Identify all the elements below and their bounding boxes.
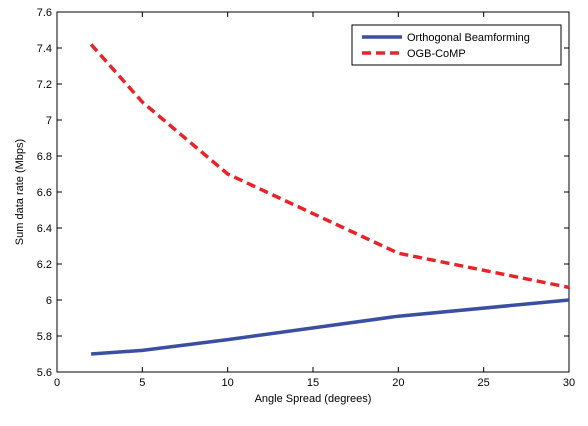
x-axis-label: Angle Spread (degrees): [255, 393, 372, 405]
legend-label-orthogonal-beamforming: Orthogonal Beamforming: [407, 32, 530, 44]
y-tick-label: 7.6: [37, 7, 52, 19]
series-line-1: [89, 43, 570, 290]
y-tick-label: 7.2: [37, 79, 52, 91]
y-axis-ticks: 5.6 5.8 6 6.2 6.4 6.6 6.8 7 7.2 7.4 7.6: [37, 7, 569, 379]
series-layer: [89, 43, 570, 356]
series-line-0: [90, 298, 570, 356]
plot-frame: [56, 11, 570, 373]
x-tick-label: 0: [54, 377, 60, 389]
y-tick-label: 6.4: [37, 223, 52, 235]
y-tick-label: 6.8: [37, 151, 52, 163]
y-tick-label: 6: [46, 295, 52, 307]
y-tick-label: 5.8: [37, 331, 52, 343]
legend-box: [351, 24, 562, 66]
y-tick-label: 5.6: [37, 367, 52, 379]
x-tick-label: 15: [307, 377, 319, 389]
y-tick-label: 7.4: [37, 43, 52, 55]
y-tick-label: 6.6: [37, 187, 52, 199]
x-tick-label: 5: [139, 377, 145, 389]
x-tick-label: 30: [563, 377, 575, 389]
plot-area: [56, 11, 570, 373]
x-tick-label: 20: [392, 377, 404, 389]
y-axis-label: Sum data rate (Mbps): [14, 139, 26, 245]
x-axis-ticks: 0 5 10 15 20 25 30: [54, 12, 575, 389]
x-tick-label: 25: [478, 377, 490, 389]
y-tick-label: 6.2: [37, 259, 52, 271]
legend-label-ogb-comp: OGB-CoMP: [407, 48, 466, 60]
legend: Orthogonal Beamforming OGB-CoMP: [351, 24, 562, 66]
x-tick-label: 10: [222, 377, 234, 389]
y-tick-label: 7: [46, 115, 52, 127]
